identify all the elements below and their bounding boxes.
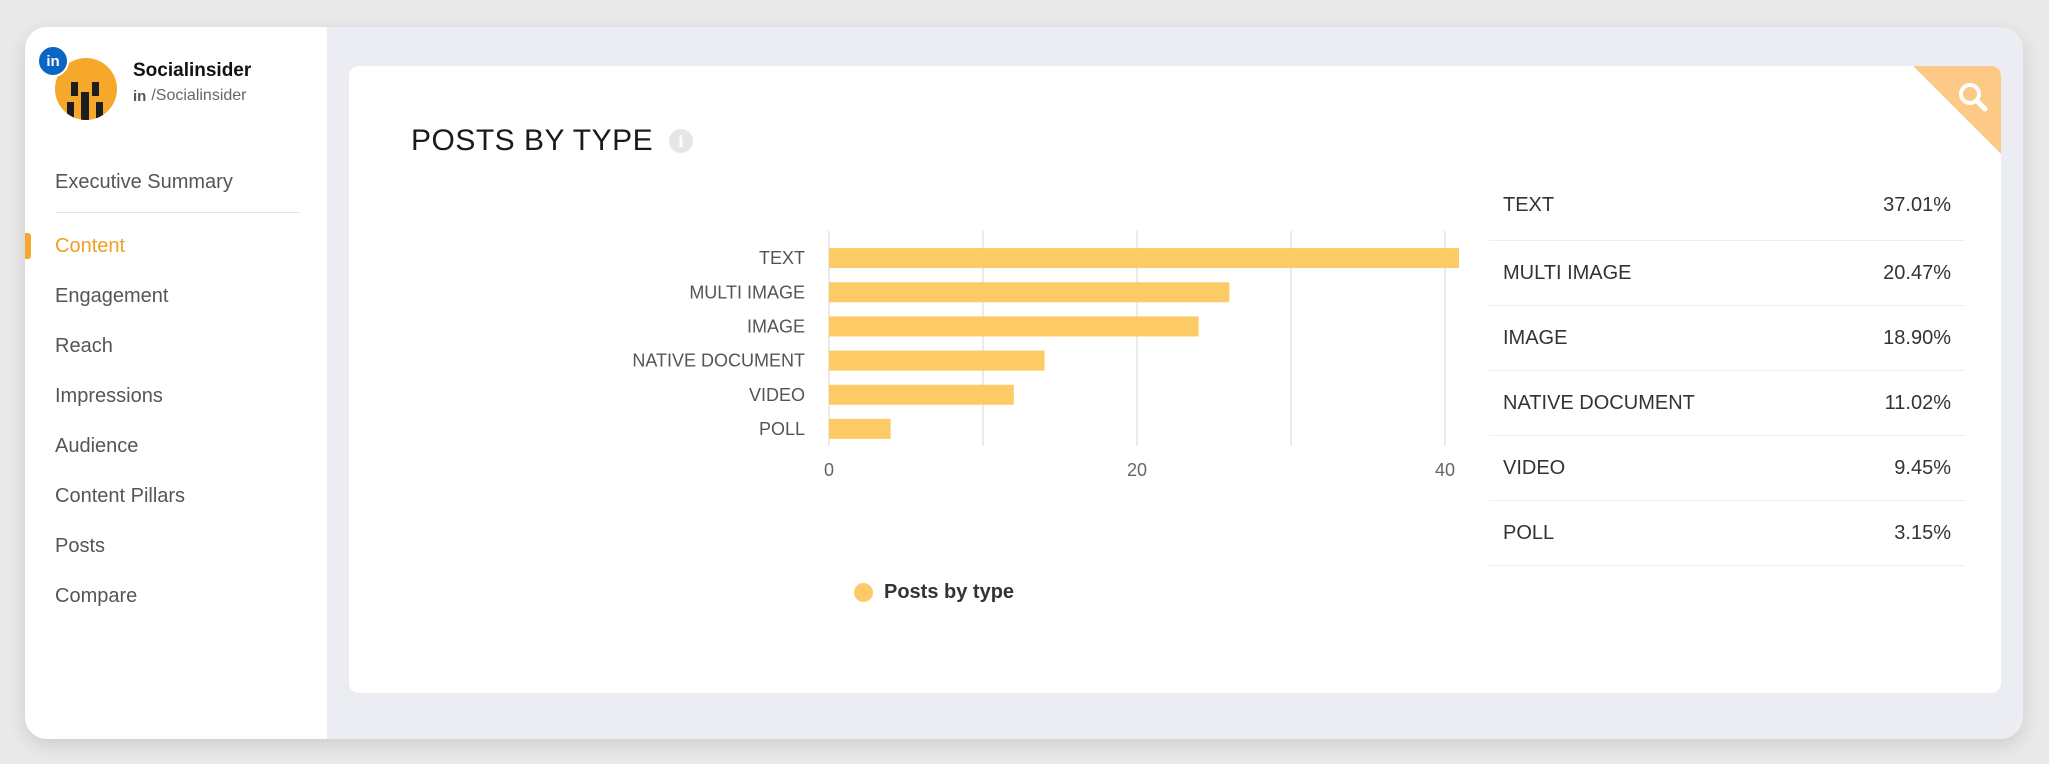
y-tick-label: POLL <box>759 419 805 439</box>
chart-legend[interactable]: Posts by type <box>854 581 1014 604</box>
stat-label: TEXT <box>1503 194 1555 216</box>
card-title: POSTS BY TYPE i <box>411 124 694 158</box>
sidebar: in Socialinsider in /Socialinsider Execu… <box>25 27 327 739</box>
stat-value: 9.45% <box>1894 456 1951 479</box>
sidebar-item-executive-summary[interactable]: Executive Summary <box>55 171 233 193</box>
bar[interactable] <box>829 316 1199 337</box>
profile-header[interactable]: in Socialinsider in /Socialinsider <box>37 45 317 125</box>
y-tick-label: NATIVE DOCUMENT <box>632 351 805 371</box>
linkedin-badge-icon: in <box>37 45 69 77</box>
linkedin-icon: in <box>133 87 147 105</box>
stat-value: 11.02% <box>1884 391 1951 414</box>
sidebar-item-reach[interactable]: Reach <box>55 335 113 357</box>
bar[interactable] <box>829 418 891 439</box>
info-icon[interactable]: i <box>669 129 694 153</box>
y-tick-label: IMAGE <box>747 316 805 336</box>
app-window: in Socialinsider in /Socialinsider Execu… <box>25 27 2023 739</box>
legend-label: Posts by type <box>884 581 1015 603</box>
x-tick-label: 0 <box>824 460 834 480</box>
sidebar-item-audience[interactable]: Audience <box>55 435 139 457</box>
stat-label: IMAGE <box>1503 326 1568 349</box>
stat-row: NATIVE DOCUMENT 11.02% <box>1489 371 1965 436</box>
bar[interactable] <box>829 350 1045 371</box>
stat-label: NATIVE DOCUMENT <box>1503 391 1695 414</box>
profile-handle: in /Socialinsider <box>133 87 247 105</box>
sidebar-item-posts[interactable]: Posts <box>55 535 106 557</box>
nav-divider <box>55 212 299 213</box>
sidebar-item-compare[interactable]: Compare <box>55 585 138 607</box>
stat-value: 3.15% <box>1894 521 1951 544</box>
stat-row: POLL 3.15% <box>1489 501 1965 566</box>
profile-name: Socialinsider <box>133 60 252 81</box>
sidebar-item-engagement[interactable]: Engagement <box>55 285 169 307</box>
posts-by-type-card: POSTS BY TYPE i 0 20 40 TEXT MULTI IMAGE IMAG… <box>349 66 2001 693</box>
stat-label: POLL <box>1503 521 1555 544</box>
sidebar-item-content[interactable]: Content <box>25 221 327 271</box>
stat-value: 18.90% <box>1883 326 1951 349</box>
sidebar-item-content-pillars[interactable]: Content Pillars <box>55 485 186 507</box>
y-tick-label: VIDEO <box>749 385 805 405</box>
stat-row: MULTI IMAGE 20.47% <box>1489 241 1965 306</box>
y-tick-label: MULTI IMAGE <box>689 282 805 302</box>
y-tick-label: TEXT <box>759 248 805 268</box>
stat-value: 20.47% <box>1883 261 1951 284</box>
profile-handle-text: /Socialinsider <box>151 87 247 104</box>
stats-table: TEXT 37.01% MULTI IMAGE 20.47% IMAGE 18.… <box>1489 186 1965 566</box>
sidebar-nav: Executive Summary Content Engagement Rea… <box>25 157 327 621</box>
stat-row: VIDEO 9.45% <box>1489 436 1965 501</box>
stat-value: 37.01% <box>1883 194 1951 216</box>
posts-by-type-chart: 0 20 40 TEXT MULTI IMAGE IMAGE NATIVE DOCUMENT… <box>632 231 1459 480</box>
bar[interactable] <box>829 282 1230 303</box>
stat-label: VIDEO <box>1503 456 1566 479</box>
card-title-text: POSTS BY TYPE <box>411 124 654 157</box>
bar[interactable] <box>829 384 1014 405</box>
stat-row: IMAGE 18.90% <box>1489 306 1965 371</box>
legend-dot <box>854 583 873 602</box>
stat-label: MULTI IMAGE <box>1503 261 1632 284</box>
sidebar-item-impressions[interactable]: Impressions <box>55 385 163 407</box>
x-tick-label: 20 <box>1127 460 1147 480</box>
stat-row: TEXT 37.01% <box>1489 186 1965 241</box>
search-icon[interactable] <box>1953 78 1993 118</box>
bar[interactable] <box>829 248 1459 269</box>
x-tick-label: 40 <box>1435 460 1455 480</box>
